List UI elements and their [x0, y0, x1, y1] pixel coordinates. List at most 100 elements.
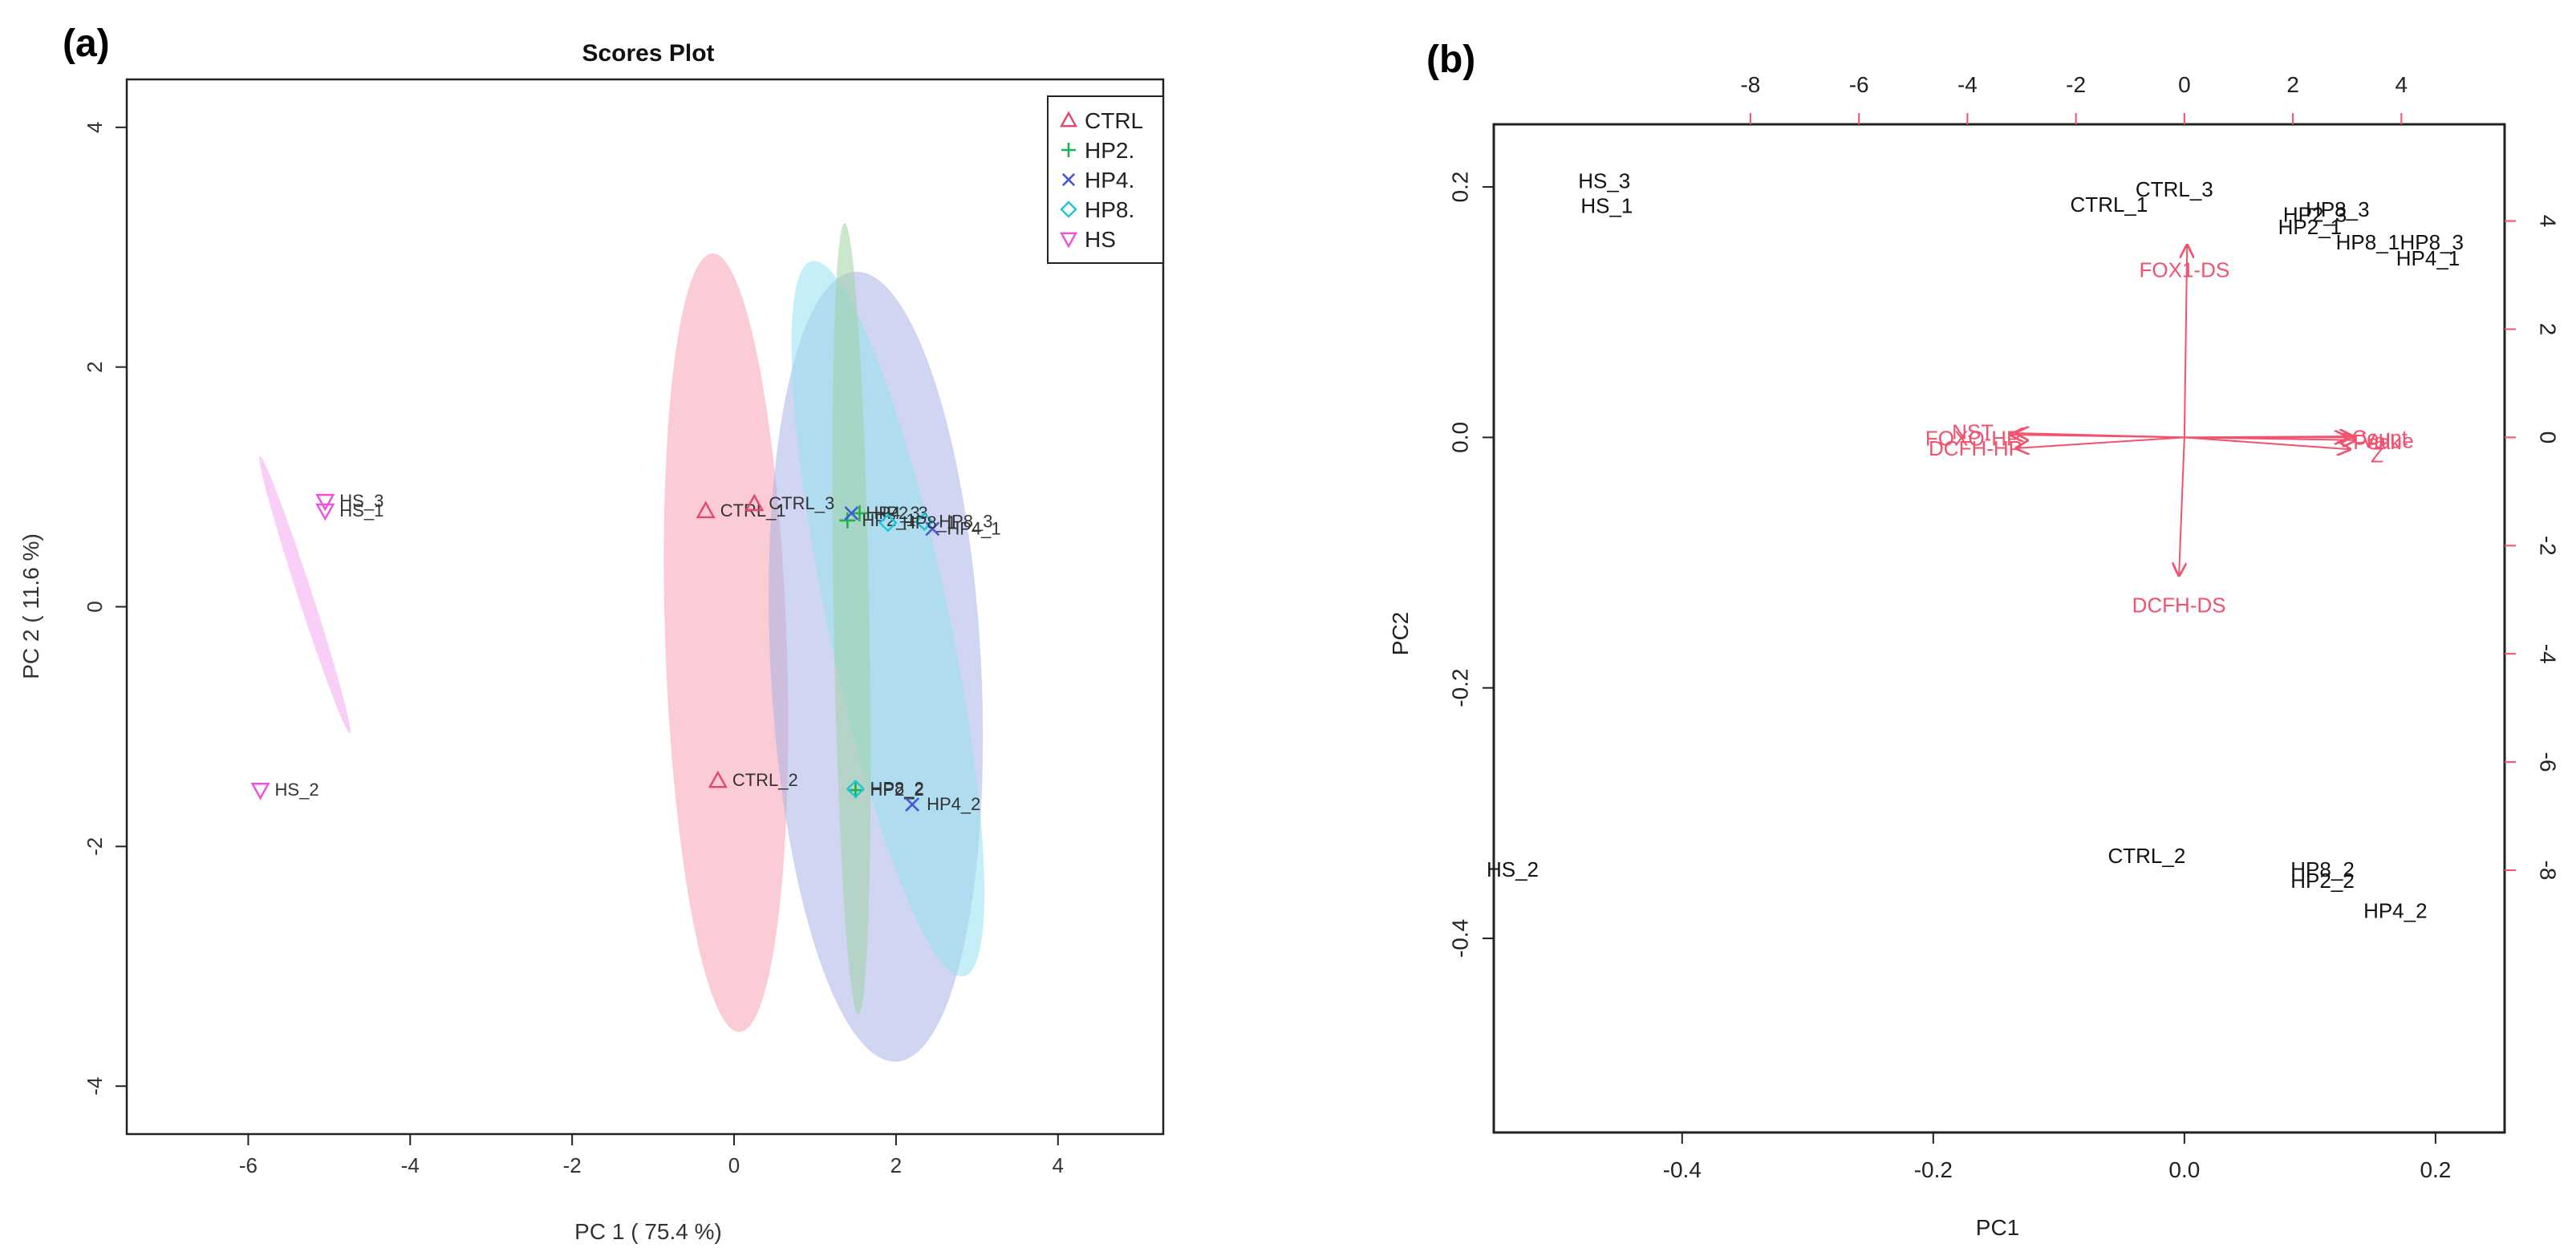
- panel-a-y-axis: -4 -2 0 2 4: [83, 122, 127, 1096]
- point-hp8-2: [846, 779, 866, 799]
- score-label-hp4-1: HP4_1: [2396, 246, 2460, 270]
- legend-label-hp8: HP8.: [1085, 197, 1134, 222]
- x-tick-label: 2: [890, 1153, 902, 1177]
- panel-a-title: Scores Plot: [582, 40, 714, 67]
- panel-b-right-axis: -8 -6 -4 -2 0 2 4: [2505, 215, 2561, 881]
- score-label-hp2-1: HP2_1: [2278, 215, 2343, 239]
- panel-b-x-axis: -0.4 -0.2 0.0 0.2: [1663, 1132, 2451, 1182]
- legend-symbol-hp8: [1060, 201, 1077, 218]
- top-tick-label: 2: [2286, 72, 2299, 97]
- point-label-hp4-1: HP4_1: [947, 518, 1000, 538]
- top-tick-label: -4: [1957, 72, 1978, 97]
- right-tick-label: 4: [2536, 215, 2561, 228]
- score-label-ctrl-1: CTRL_1: [2071, 192, 2148, 217]
- point-ctrl-3: [744, 493, 765, 512]
- legend-label-ctrl: CTRL: [1085, 108, 1143, 133]
- y-tick-label: -0.2: [1447, 669, 1472, 707]
- loading-arrow-value: [2184, 437, 2355, 440]
- point-hp2-3: [851, 504, 868, 521]
- score-label-ctrl-3: CTRL_3: [2136, 177, 2213, 201]
- y-tick-label: -0.4: [1447, 919, 1472, 958]
- loading-label-peak: Peak: [2353, 430, 2401, 454]
- score-label-hs-2: HS_2: [1487, 857, 1539, 881]
- panel-b-biplot: (b) -0.4 -0.2 0.0 0.2 -0.4 -0.2 0.0 0.2 -8 -6 -4…: [1388, 38, 2561, 1240]
- y-tick-label: -2: [83, 837, 107, 856]
- point-hp4-3: [844, 506, 859, 521]
- point-label-hp2-1: HP2_1: [862, 510, 915, 530]
- panel-b-label: (b): [1426, 38, 1475, 81]
- panel-b-x-axis-label: PC1: [1976, 1215, 2019, 1240]
- y-tick-label: 0.0: [1447, 422, 1472, 453]
- panel-a-x-axis: -6 -4 -2 0 2 4: [239, 1134, 1064, 1177]
- loading-label-foxo-hp: FOXO-HP: [1925, 427, 2020, 451]
- ellipse-hp2: [832, 223, 871, 1015]
- right-tick-label: -2: [2536, 536, 2561, 556]
- loading-arrows: [2010, 245, 2355, 575]
- legend-symbol-hs: [1059, 232, 1078, 249]
- score-label-hp8-2: HP8_2: [2290, 857, 2355, 881]
- point-hs-3: [315, 493, 335, 512]
- loading-arrow-fox1-ds: [2185, 245, 2187, 438]
- panel-a-scores-plot: (a) Scores Plot -6 -4 -2 0 2 4 -4 -2 0 2 4 PC 1 (…: [18, 22, 1165, 1244]
- ellipse-ctrl: [663, 253, 789, 1032]
- score-label-hp2-3: HP2_3: [2283, 202, 2347, 226]
- score-label-ctrl-2: CTRL_2: [2107, 844, 2185, 868]
- x-tick-label: -4: [401, 1153, 420, 1177]
- legend-box: [1047, 95, 1164, 264]
- y-tick-label: 4: [83, 122, 107, 133]
- point-ctrl-1: [696, 500, 716, 519]
- right-tick-label: -6: [2536, 752, 2561, 772]
- score-label-hs-1: HS_1: [1580, 193, 1633, 217]
- score-label-hp8-1: HP8_1: [2336, 230, 2400, 254]
- loading-label-dcfh-hp: DCFH-HP: [1929, 436, 2022, 460]
- y-tick-label: -4: [83, 1077, 107, 1096]
- loading-arrow-dcfh-ds: [2179, 437, 2185, 575]
- point-hs-2: [250, 782, 270, 800]
- point-label-hp4-2: HP4_2: [927, 794, 980, 814]
- x-tick-label: 0.2: [2420, 1157, 2451, 1182]
- point-label-ctrl-2: CTRL_2: [732, 770, 798, 790]
- panel-b-top-axis: -8 -6 -4 -2 0 2 4: [1740, 72, 2408, 124]
- top-tick-label: -6: [1849, 72, 1869, 97]
- right-tick-label: -4: [2536, 644, 2561, 664]
- point-hp2-1: [839, 512, 856, 529]
- x-tick-label: 4: [1053, 1153, 1064, 1177]
- y-tick-label: 0.2: [1447, 172, 1472, 203]
- x-tick-label: 0: [728, 1153, 740, 1177]
- right-tick-label: -8: [2536, 861, 2561, 881]
- top-tick-label: -8: [1740, 72, 1760, 97]
- confidence-ellipses: [259, 223, 985, 1062]
- score-label-hs-3: HS_3: [1578, 168, 1630, 192]
- point-hp4-2: [905, 797, 920, 812]
- loading-label-z: Z: [2371, 444, 2383, 468]
- panel-b-y-axis: -0.4 -0.2 0.0 0.2: [1447, 172, 1494, 958]
- point-label-hp2-2: HP2_2: [870, 780, 923, 800]
- score-label-hp4-2: HP4_2: [2363, 899, 2428, 923]
- top-tick-label: 0: [2178, 72, 2191, 97]
- loading-arrow-dcfh-hp: [2016, 436, 2185, 448]
- legend-symbol-ctrl: [1059, 111, 1078, 128]
- legend-symbol-hp4: [1061, 172, 1076, 187]
- point-hp8-1: [878, 513, 898, 533]
- loading-label-value: Value: [2362, 428, 2414, 452]
- right-tick-label: 2: [2536, 323, 2561, 336]
- point-label-hp8-2: HP8_2: [870, 779, 923, 799]
- point-hp8-3: [915, 512, 934, 532]
- point-label-hs-2: HS_2: [275, 780, 319, 800]
- top-tick-label: 4: [2395, 72, 2408, 97]
- panel-a-label: (a): [63, 22, 110, 65]
- x-tick-label: -0.2: [1914, 1157, 1953, 1182]
- top-tick-label: -2: [2066, 72, 2086, 97]
- point-label-hs-1: HS_1: [339, 500, 383, 521]
- legend-label-hp4: HP4.: [1085, 168, 1134, 192]
- x-tick-label: 0.0: [2168, 1157, 2200, 1182]
- panel-a-legend: CTRL HP2. HP4. HP8. HS: [1047, 95, 1164, 264]
- panel-a-x-axis-label: PC 1 ( 75.4 %): [574, 1219, 722, 1244]
- y-tick-label: 2: [83, 361, 107, 372]
- point-label-hs-3: HS_3: [339, 491, 383, 511]
- loading-label-nst: NST: [1952, 420, 1994, 444]
- x-tick-label: -2: [563, 1153, 582, 1177]
- panel-b-point-labels: HS_3HS_1HS_2CTRL_3CTRL_1CTRL_2HP2_3HP8_3…: [1487, 168, 2464, 922]
- point-hp2-2: [847, 782, 864, 799]
